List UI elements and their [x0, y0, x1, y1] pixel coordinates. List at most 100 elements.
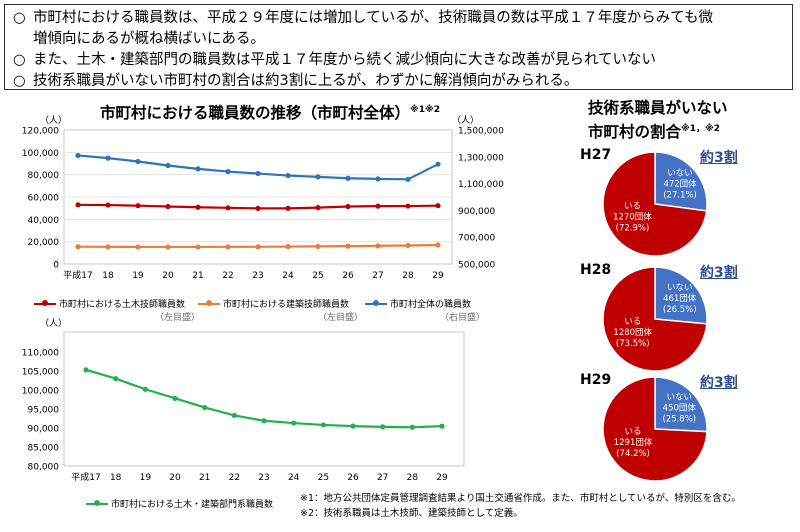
pie-label-pct: (27.1%): [663, 191, 697, 201]
pie-label-count: 461団体: [663, 293, 697, 304]
chart1-right-tick: 1,300,000: [458, 153, 504, 163]
chart1-point-2: [135, 158, 141, 165]
pie-slice-H28-1: [602, 266, 708, 372]
chart1-left-tick: 0: [53, 261, 59, 271]
chart1-x-tick: 24: [282, 271, 294, 281]
chart2-x-tick: 平成17: [71, 471, 100, 483]
pie-label-pct: (73.5%): [616, 339, 650, 349]
chart2-y-tick: 105,000: [22, 368, 59, 378]
chart1-point-1: [375, 243, 381, 249]
pie-approx-h28: 約3割: [700, 265, 738, 281]
chart1-x-tick: 18: [102, 271, 114, 281]
chart2-unit: （人）: [40, 318, 67, 329]
chart1-point-2: [225, 168, 231, 175]
chart2-y-tick: 95,000: [28, 406, 60, 416]
pie-title-line1: 技術系職員がいない: [588, 99, 728, 117]
chart1-point-1: [435, 242, 441, 248]
footnote-2: ※2：技術系職員は土木技師、建築技師として定義。: [300, 508, 523, 519]
chart1-title-sup: ※1※2: [410, 104, 441, 115]
chart2-y-tick: 90,000: [28, 425, 60, 435]
chart1-point-1: [165, 244, 171, 250]
chart2-y-tick: 100,000: [22, 387, 59, 397]
chart1-left-tick: 100,000: [22, 149, 59, 159]
chart2-x-tick: 20: [169, 473, 181, 483]
legend-swatch-orange: [198, 299, 220, 306]
chart1-right-tick: 1,100,000: [458, 180, 504, 190]
pie-title-sup: ※1，※2: [681, 124, 721, 134]
pie-label-count: 472団体: [663, 179, 697, 190]
chart2-point: [291, 420, 297, 426]
chart1-x-tick: 22: [222, 271, 233, 281]
pie-label-pct: (26.5%): [663, 305, 697, 315]
bullet-circle-icon: ○: [13, 10, 26, 26]
chart1-point-0: [285, 205, 291, 211]
pie-slice-H29-1: [602, 376, 708, 482]
chart1-right-tick: 500,000: [458, 261, 495, 271]
chart2-point: [142, 386, 148, 392]
chart2-y-tick: 110,000: [22, 349, 59, 359]
pie-slice-H27-0: [654, 151, 708, 212]
legend-swatch-red: [34, 299, 56, 306]
chart2-x-tick: 23: [258, 473, 269, 483]
chart1-point-2: [105, 155, 111, 161]
pie-label-count: 450団体: [663, 403, 697, 414]
summary-text-3: 技術系職員がいない市町村の割合は約3割に上るが、わずかに解消傾向がみられる。: [33, 73, 579, 89]
chart2-point: [113, 376, 119, 382]
chart1-x-tick: 21: [192, 271, 203, 281]
chart2-point: [320, 422, 326, 428]
legend-note-total: （右目盛）: [440, 313, 486, 323]
pie-label-name: いない: [667, 393, 693, 403]
pie-title-line2-text: 市町村の割合: [588, 123, 682, 142]
chart2-x-tick: 26: [347, 473, 359, 483]
legend-item-dept: 市町村における土木・建築部門系職員数: [86, 497, 273, 510]
chart1-point-2: [255, 170, 261, 177]
chart1-point-1: [255, 244, 261, 250]
pie-label-count: 1280団体: [613, 327, 652, 338]
chart1-point-0: [75, 202, 81, 208]
legend-item-arch: 市町村における建築技師職員数: [198, 297, 349, 310]
pie-label-name: いない: [667, 283, 693, 293]
pie-slice-H29-0: [654, 376, 708, 433]
summary-item-2: ○ また、土木・建築部門の職員数は平成１７年度から続く減少傾向に大きな改善が見ら…: [13, 50, 784, 71]
chart1-point-2: [75, 152, 81, 159]
chart2-plot-area: [63, 331, 465, 467]
chart2-point: [83, 367, 89, 373]
chart1-point-0: [435, 203, 441, 209]
pie-approx-h27: 約3割: [700, 150, 738, 166]
chart1-left-tick: 80,000: [28, 171, 60, 181]
summary-text-2: また、土木・建築部門の職員数は平成１７年度から続く減少傾向に大きな改善が見られて…: [33, 52, 657, 68]
chart1-point-2: [285, 172, 291, 179]
chart2-x-tick: 29: [436, 473, 448, 483]
chart1-x-tick: 平成17: [63, 269, 92, 281]
chart1-point-2: [165, 162, 171, 169]
legend-note-arch: （左目盛）: [318, 313, 364, 323]
chart2-x-tick: 27: [377, 473, 388, 483]
legend-swatch-green: [86, 499, 108, 506]
chart2-y-tick: 80,000: [28, 463, 60, 473]
chart1-point-2: [195, 166, 201, 172]
chart1-left-tick: 40,000: [28, 216, 60, 226]
pie-label-name: いる: [624, 201, 641, 211]
chart2-point: [409, 424, 415, 430]
chart2-x-tick: 28: [407, 473, 419, 483]
legend-item-total: 市町村全体の職員数: [365, 297, 471, 310]
chart1-point-0: [375, 203, 381, 209]
chart1-point-0: [405, 203, 411, 209]
legend-note-civil: （左目盛）: [155, 313, 201, 323]
chart1-point-1: [195, 244, 201, 250]
chart2-x-tick: 18: [110, 473, 122, 483]
chart1-point-1: [105, 244, 111, 250]
chart1-point-1: [345, 243, 351, 249]
chart1-point-1: [135, 244, 141, 250]
chart1-left-unit: （人）: [40, 115, 67, 126]
chart2-point: [380, 424, 386, 430]
chart1-point-2: [435, 161, 441, 167]
summary-item-1: ○ 市町村における職員数は、平成２９年度には増加しているが、技術職員の数は平成１…: [13, 8, 784, 29]
chart1-x-tick: 19: [132, 271, 144, 281]
chart2-point: [202, 404, 208, 411]
chart1-right-tick: 1,500,000: [458, 127, 504, 137]
chart1-x-tick: 23: [252, 271, 263, 281]
pie-label-name: いる: [625, 427, 642, 437]
pie-label-pct: (25.8%): [662, 415, 696, 425]
chart1-x-tick: 25: [312, 271, 323, 281]
